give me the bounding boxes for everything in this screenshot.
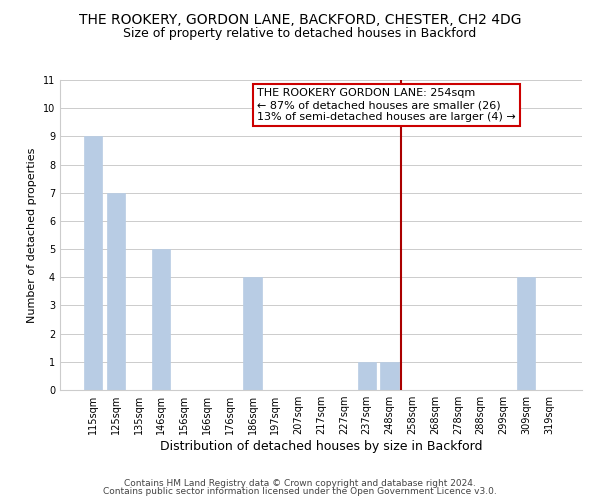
Bar [358, 362, 376, 390]
Text: Contains public sector information licensed under the Open Government Licence v3: Contains public sector information licen… [103, 487, 497, 496]
Text: Size of property relative to detached houses in Backford: Size of property relative to detached ho… [124, 28, 476, 40]
Bar [107, 192, 125, 390]
Bar [84, 136, 102, 390]
Bar [517, 278, 535, 390]
Bar [152, 249, 170, 390]
X-axis label: Distribution of detached houses by size in Backford: Distribution of detached houses by size … [160, 440, 482, 453]
Text: Contains HM Land Registry data © Crown copyright and database right 2024.: Contains HM Land Registry data © Crown c… [124, 478, 476, 488]
Bar [380, 362, 398, 390]
Text: THE ROOKERY, GORDON LANE, BACKFORD, CHESTER, CH2 4DG: THE ROOKERY, GORDON LANE, BACKFORD, CHES… [79, 12, 521, 26]
Bar [244, 278, 262, 390]
Y-axis label: Number of detached properties: Number of detached properties [28, 148, 37, 322]
Text: THE ROOKERY GORDON LANE: 254sqm
← 87% of detached houses are smaller (26)
13% of: THE ROOKERY GORDON LANE: 254sqm ← 87% of… [257, 88, 516, 122]
